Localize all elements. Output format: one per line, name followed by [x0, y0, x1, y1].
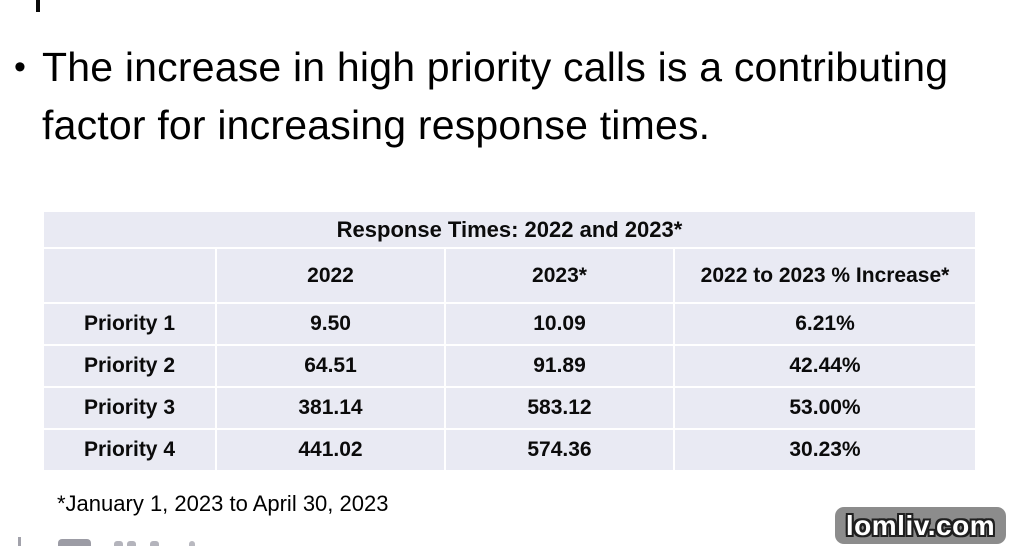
table-cell: 381.14 — [217, 388, 444, 428]
table-cell: 91.89 — [446, 346, 673, 386]
table-cell: 6.21% — [675, 304, 975, 344]
watermark-label: lomliv.com — [845, 509, 996, 541]
table-header-increase: 2022 to 2023 % Increase* — [675, 249, 975, 302]
cropped-edge-mark — [36, 0, 40, 12]
cropped-cursor-icon — [18, 537, 21, 546]
cropped-toolbar-button-icon[interactable] — [58, 539, 91, 546]
bullet-list: • The increase in high priority calls is… — [12, 38, 952, 154]
footnote: *January 1, 2023 to April 30, 2023 — [57, 491, 389, 516]
cropped-toolbar-icon[interactable] — [189, 541, 195, 546]
table-title: Response Times: 2022 and 2023* — [44, 212, 975, 247]
table-row-label: Priority 3 — [44, 388, 215, 428]
table-row-label: Priority 2 — [44, 346, 215, 386]
table-row-label: Priority 4 — [44, 430, 215, 470]
table-cell: 574.36 — [446, 430, 673, 470]
table-header-2022: 2022 — [217, 249, 444, 302]
table-cell: 10.09 — [446, 304, 673, 344]
cropped-toolbar-icon[interactable] — [150, 541, 159, 546]
table-cell: 583.12 — [446, 388, 673, 428]
watermark-badge: lomliv.com — [835, 507, 1006, 544]
table-cell: 9.50 — [217, 304, 444, 344]
table-row-label: Priority 1 — [44, 304, 215, 344]
table-cell: 53.00% — [675, 388, 975, 428]
bullet-text: The increase in high priority calls is a… — [42, 44, 949, 148]
table-cell: 30.23% — [675, 430, 975, 470]
table-cell: 64.51 — [217, 346, 444, 386]
table-header-blank — [44, 249, 215, 302]
cropped-toolbar-icon[interactable] — [127, 541, 136, 546]
response-times-table: Response Times: 2022 and 2023* 2022 2023… — [44, 212, 975, 470]
table-cell: 441.02 — [217, 430, 444, 470]
table-cell: 42.44% — [675, 346, 975, 386]
cropped-toolbar-icon[interactable] — [114, 541, 123, 546]
table-header-2023: 2023* — [446, 249, 673, 302]
bullet-marker: • — [14, 48, 26, 86]
